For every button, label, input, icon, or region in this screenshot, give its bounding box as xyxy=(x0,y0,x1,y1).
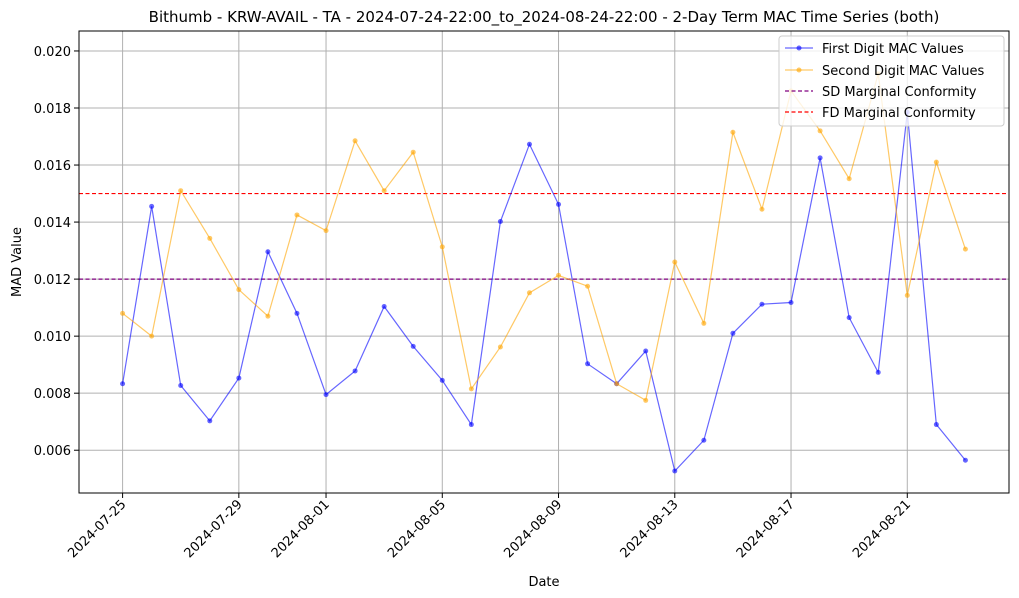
y-tick-label: 0.012 xyxy=(34,273,71,288)
data-point-second-digit xyxy=(236,287,242,293)
data-point-second-digit xyxy=(701,320,707,326)
data-point-first-digit xyxy=(149,203,155,209)
data-point-first-digit xyxy=(381,303,387,309)
data-point-second-digit xyxy=(643,397,649,403)
y-tick-label: 0.006 xyxy=(34,444,71,459)
data-point-second-digit xyxy=(207,235,213,241)
data-point-second-digit xyxy=(817,128,823,134)
data-point-second-digit xyxy=(526,290,532,296)
data-point-first-digit xyxy=(759,301,765,307)
y-tick-label: 0.008 xyxy=(34,387,71,402)
chart-title: Bithumb - KRW-AVAIL - TA - 2024-07-24-22… xyxy=(149,8,940,27)
reference-lines xyxy=(79,192,1009,280)
data-point-first-digit xyxy=(120,381,126,387)
legend-label-second-digit: Second Digit MAC Values xyxy=(822,64,984,79)
data-point-first-digit xyxy=(788,299,794,305)
x-axis-label: Date xyxy=(528,575,559,590)
data-point-second-digit xyxy=(294,212,300,218)
data-point-second-digit xyxy=(933,159,939,165)
data-point-second-digit xyxy=(614,381,620,387)
data-point-first-digit xyxy=(178,382,184,388)
data-point-first-digit xyxy=(207,418,213,424)
x-tick-label: 2024-08-05 xyxy=(385,497,449,561)
series-line-first-digit xyxy=(122,112,966,473)
data-point-first-digit xyxy=(352,368,358,374)
data-point-first-digit xyxy=(875,369,881,375)
legend-label-fd-conformity: FD Marginal Conformity xyxy=(822,106,976,121)
data-point-first-digit xyxy=(585,361,591,367)
y-tick-label: 0.018 xyxy=(34,102,71,117)
data-point-second-digit xyxy=(556,272,562,278)
x-tick-label: 2024-08-01 xyxy=(269,497,333,561)
data-point-first-digit xyxy=(526,141,532,147)
data-point-second-digit xyxy=(468,386,474,392)
data-point-first-digit xyxy=(294,310,300,316)
data-point-second-digit xyxy=(178,188,184,194)
data-point-second-digit xyxy=(759,206,765,212)
data-point-first-digit xyxy=(933,422,939,428)
x-tick-label: 2024-08-09 xyxy=(501,497,565,561)
data-point-second-digit xyxy=(149,333,155,339)
x-tick-label: 2024-07-29 xyxy=(182,497,246,561)
data-point-second-digit xyxy=(410,149,416,155)
data-point-first-digit xyxy=(846,315,852,321)
y-tick-label: 0.020 xyxy=(34,45,71,60)
data-point-second-digit xyxy=(962,246,968,252)
y-tick-label: 0.010 xyxy=(34,330,71,345)
data-point-second-digit xyxy=(585,283,591,289)
data-point-first-digit xyxy=(672,468,678,474)
data-point-first-digit xyxy=(236,375,242,381)
x-tick-label: 2024-08-21 xyxy=(850,497,914,561)
data-point-first-digit xyxy=(643,348,649,354)
plot-frame xyxy=(78,30,1010,494)
series-second-digit xyxy=(120,71,968,403)
data-point-second-digit xyxy=(846,176,852,182)
data-point-first-digit xyxy=(265,249,271,255)
x-tick-label: 2024-08-13 xyxy=(618,497,682,561)
data-point-first-digit xyxy=(468,422,474,428)
legend-box xyxy=(778,35,1005,127)
data-point-first-digit xyxy=(556,201,562,207)
data-point-second-digit xyxy=(381,188,387,194)
legend-marker-first-digit xyxy=(796,45,802,51)
data-point-first-digit xyxy=(817,155,823,161)
data-point-second-digit xyxy=(352,138,358,144)
data-point-first-digit xyxy=(497,219,503,225)
data-point-second-digit xyxy=(439,244,445,250)
data-point-first-digit xyxy=(962,457,968,463)
x-axis-ticks: 2024-07-25 2024-07-29 2024-08-01 2024-08-05… xyxy=(65,493,914,561)
data-point-first-digit xyxy=(410,343,416,349)
data-point-second-digit xyxy=(730,129,736,135)
data-point-second-digit xyxy=(904,292,910,298)
data-point-second-digit xyxy=(120,310,126,316)
y-axis-ticks: 0.006 0.008 0.010 0.012 0.014 0.016 0.018 0.020 xyxy=(34,45,79,459)
series-line-second-digit xyxy=(122,73,966,402)
data-point-second-digit xyxy=(497,344,503,350)
data-point-first-digit xyxy=(323,392,329,398)
series-layer xyxy=(120,71,968,474)
legend: First Digit MAC Values Second Digit MAC … xyxy=(778,35,1005,127)
y-tick-label: 0.016 xyxy=(34,159,71,174)
y-axis-label: MAD Value xyxy=(10,227,25,297)
data-point-second-digit xyxy=(323,228,329,234)
legend-label-first-digit: First Digit MAC Values xyxy=(822,42,964,57)
legend-label-sd-conformity: SD Marginal Conformity xyxy=(822,85,977,100)
data-point-second-digit xyxy=(265,313,271,319)
x-tick-label: 2024-08-17 xyxy=(734,497,798,561)
data-point-second-digit xyxy=(672,259,678,265)
x-tick-label: 2024-07-25 xyxy=(65,497,129,561)
data-point-first-digit xyxy=(730,330,736,336)
y-tick-label: 0.014 xyxy=(34,216,71,231)
data-point-first-digit xyxy=(439,377,445,383)
legend-marker-second-digit xyxy=(796,67,802,73)
data-point-first-digit xyxy=(701,437,707,443)
